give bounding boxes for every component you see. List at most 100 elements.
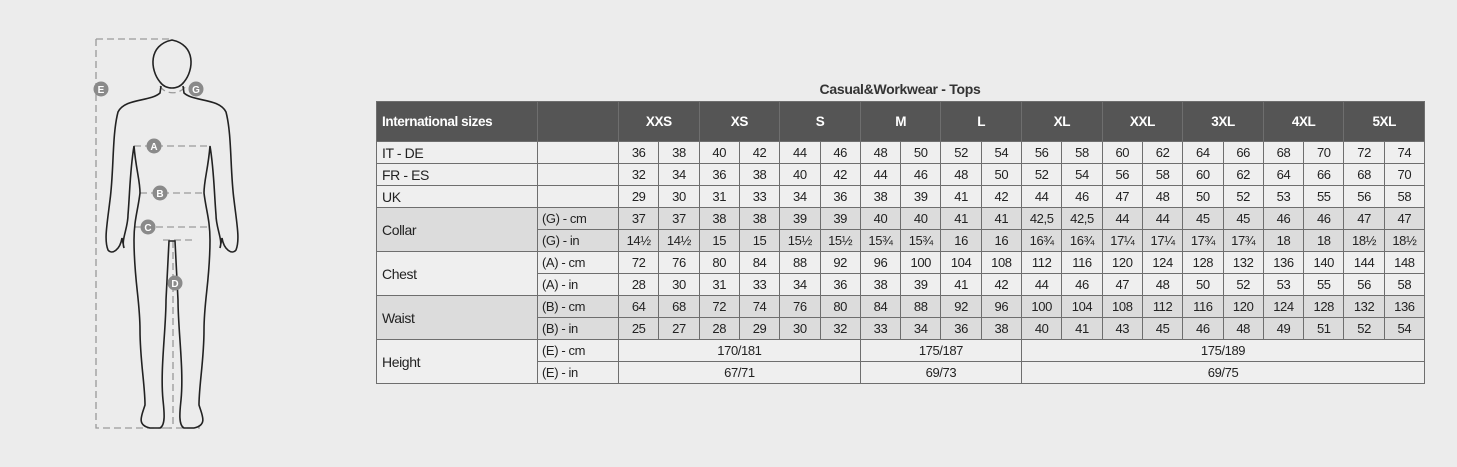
row-label: Waist xyxy=(376,295,538,340)
size-value: 120 xyxy=(1101,251,1143,274)
size-value: 44 xyxy=(1141,207,1184,230)
size-value: 38 xyxy=(859,185,902,208)
size-value: 128 xyxy=(1303,295,1345,318)
size-value: 45 xyxy=(1141,317,1184,340)
size-value: 66 xyxy=(1222,141,1264,164)
row-unit: (E) - cm xyxy=(537,339,619,362)
size-value: 34 xyxy=(900,317,942,340)
height-value: 69/75 xyxy=(1021,361,1426,384)
size-value: 47 xyxy=(1101,273,1143,296)
size-value: 54 xyxy=(1383,317,1426,340)
size-value: 27 xyxy=(658,317,700,340)
size-value: 70 xyxy=(1303,141,1345,164)
size-value: 124 xyxy=(1141,251,1184,274)
size-value: 62 xyxy=(1141,141,1184,164)
header-size-l: L xyxy=(940,101,1023,142)
size-value: 50 xyxy=(900,141,942,164)
size-value: 16¾ xyxy=(1061,229,1103,252)
size-value: 136 xyxy=(1383,295,1426,318)
size-value: 144 xyxy=(1343,251,1385,274)
size-value: 50 xyxy=(980,163,1023,186)
size-value: 54 xyxy=(1061,163,1103,186)
height-measure-line xyxy=(95,38,172,429)
row-unit xyxy=(537,163,619,186)
svg-text:C: C xyxy=(144,223,151,234)
table-row: IT - DE 36 38 40 42 44 46 48 50 52 54 56 58 60 62 64 66 6… xyxy=(376,141,1426,164)
size-value: 46 xyxy=(1262,207,1305,230)
size-value: 51 xyxy=(1303,317,1345,340)
size-value: 76 xyxy=(779,295,821,318)
size-value: 52 xyxy=(1222,273,1264,296)
marker-e: E xyxy=(93,81,109,97)
size-value: 104 xyxy=(940,251,982,274)
size-value: 28 xyxy=(617,273,660,296)
size-value: 42 xyxy=(980,185,1023,208)
size-value: 47 xyxy=(1101,185,1143,208)
marker-c: C xyxy=(140,219,156,235)
size-value: 45 xyxy=(1182,207,1224,230)
size-value: 46 xyxy=(900,163,942,186)
svg-text:D: D xyxy=(171,279,178,290)
size-value: 33 xyxy=(738,273,781,296)
size-value: 33 xyxy=(859,317,902,340)
size-value: 40 xyxy=(900,207,942,230)
row-unit: (B) - in xyxy=(537,317,619,340)
size-value: 34 xyxy=(779,185,821,208)
size-value: 41 xyxy=(940,185,982,208)
size-value: 100 xyxy=(900,251,942,274)
size-value: 38 xyxy=(859,273,902,296)
row-label: Collar xyxy=(376,207,538,252)
size-value: 41 xyxy=(940,207,982,230)
size-value: 42,5 xyxy=(1021,207,1063,230)
size-value: 116 xyxy=(1061,251,1103,274)
size-value: 68 xyxy=(1262,141,1305,164)
size-value: 84 xyxy=(738,251,781,274)
height-value: 175/187 xyxy=(859,339,1023,362)
size-value: 136 xyxy=(1262,251,1305,274)
size-value: 68 xyxy=(1343,163,1385,186)
size-value: 108 xyxy=(1101,295,1143,318)
size-value: 45 xyxy=(1222,207,1264,230)
head-outline xyxy=(152,39,192,89)
size-value: 84 xyxy=(859,295,902,318)
table-row: Waist (B) - cm 64 68 72 74 76 80 84 88 92 96 100 104 1… xyxy=(376,295,1426,340)
size-value: 96 xyxy=(980,295,1023,318)
marker-a: A xyxy=(146,138,162,154)
row-label: Chest xyxy=(376,251,538,296)
marker-b: B xyxy=(152,185,168,201)
size-value: 29 xyxy=(738,317,781,340)
size-value: 30 xyxy=(658,185,700,208)
table-row: UK 29 30 31 33 34 36 38 39 41 42 44 46 47 48 50 52 53 55 56… xyxy=(376,185,1426,208)
size-value: 56 xyxy=(1101,163,1143,186)
size-value: 36 xyxy=(940,317,982,340)
row-unit: (A) - cm xyxy=(537,251,619,274)
size-value: 80 xyxy=(698,251,740,274)
size-value: 52 xyxy=(1343,317,1385,340)
row-label: IT - DE xyxy=(376,141,538,164)
size-value: 14½ xyxy=(617,229,660,252)
size-value: 88 xyxy=(779,251,821,274)
size-value: 116 xyxy=(1182,295,1224,318)
size-value: 104 xyxy=(1061,295,1103,318)
size-value: 46 xyxy=(1061,273,1103,296)
size-value: 72 xyxy=(617,251,660,274)
row-unit: (E) - in xyxy=(537,361,619,384)
size-value: 70 xyxy=(1383,163,1426,186)
size-value: 16 xyxy=(980,229,1023,252)
size-value: 53 xyxy=(1262,273,1305,296)
size-value: 44 xyxy=(779,141,821,164)
size-value: 15¾ xyxy=(859,229,902,252)
size-value: 76 xyxy=(658,251,700,274)
size-value: 52 xyxy=(1222,185,1264,208)
size-value: 34 xyxy=(779,273,821,296)
size-value: 46 xyxy=(1061,185,1103,208)
table-row: (A) - in 28 30 31 33 34 36 38 39 41 42 44 46 47 48 50 52… xyxy=(377,273,1426,296)
row-unit: (G) - cm xyxy=(537,207,619,230)
size-value: 55 xyxy=(1303,185,1345,208)
size-value: 40 xyxy=(779,163,821,186)
size-value: 44 xyxy=(1021,185,1063,208)
table-row: (B) - in 25 27 28 29 30 32 33 34 36 38 40 41 43 45 46 48… xyxy=(377,317,1426,340)
row-label: Height xyxy=(376,339,538,384)
size-value: 15 xyxy=(738,229,781,252)
size-value: 58 xyxy=(1383,273,1426,296)
